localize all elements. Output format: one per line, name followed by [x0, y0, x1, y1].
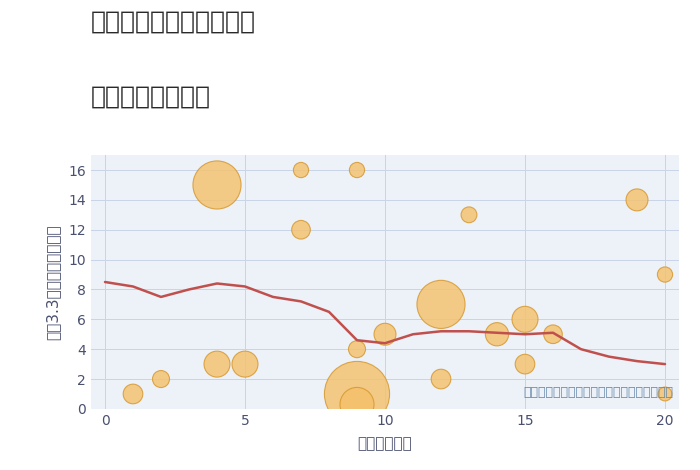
Point	[211, 181, 223, 189]
Point	[295, 166, 307, 174]
Point	[491, 330, 503, 338]
Point	[379, 330, 391, 338]
Point	[519, 315, 531, 323]
Point	[127, 390, 139, 398]
Point	[631, 196, 643, 204]
X-axis label: 駅距離（分）: 駅距離（分）	[358, 436, 412, 451]
Point	[351, 166, 363, 174]
Point	[155, 375, 167, 383]
Text: 駅距離別土地価格: 駅距離別土地価格	[91, 85, 211, 109]
Point	[351, 400, 363, 408]
Point	[351, 390, 363, 398]
Point	[211, 360, 223, 368]
Point	[463, 211, 475, 219]
Point	[351, 345, 363, 353]
Point	[519, 360, 531, 368]
Point	[659, 390, 671, 398]
Point	[435, 375, 447, 383]
Text: 三重県伊賀市上野新町の: 三重県伊賀市上野新町の	[91, 9, 256, 33]
Text: 円の大きさは、取引のあった物件面積を示す: 円の大きさは、取引のあった物件面積を示す	[523, 386, 673, 399]
Point	[295, 226, 307, 234]
Y-axis label: 坪（3.3㎡）単価（万円）: 坪（3.3㎡）単価（万円）	[45, 224, 60, 340]
Point	[547, 330, 559, 338]
Point	[435, 301, 447, 308]
Point	[239, 360, 251, 368]
Point	[659, 271, 671, 278]
